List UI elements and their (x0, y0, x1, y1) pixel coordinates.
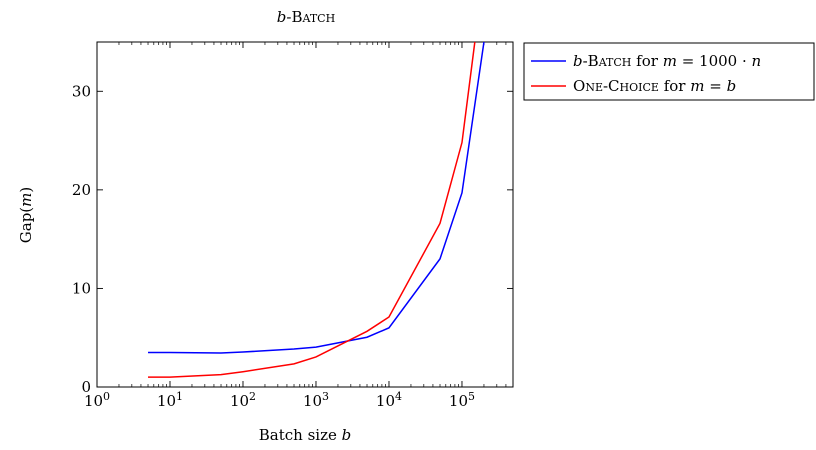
series-line-0 (148, 42, 485, 354)
y-ticks (97, 90, 513, 388)
y-axis-title: Gap(m) (17, 187, 35, 243)
x-axis-title-var: b (342, 426, 352, 444)
y-tick-label: 0 (81, 378, 91, 396)
chart-title-rest: -B (286, 8, 302, 26)
y-axis-title-var: m (17, 193, 35, 207)
x-tick-label: 103 (303, 390, 329, 410)
y-tick-label: 20 (72, 181, 91, 199)
series-line-1 (148, 42, 476, 378)
chart-title-smallcaps: ATCH (302, 12, 336, 25)
x-axis-title-text: Batch size (259, 426, 342, 444)
legend-box (523, 42, 815, 101)
x-tick-label: 105 (449, 390, 475, 410)
y-tick-labels: 0 10 20 30 (72, 82, 91, 396)
chart-title-italic: b (277, 8, 287, 26)
y-axis-title-close: ) (17, 187, 35, 193)
x-tick-label: 104 (376, 390, 402, 410)
legend: b-BATCH for m = 1000 · n ONE-CHOICE for … (523, 42, 815, 101)
chart-title: b-BATCH (277, 8, 335, 26)
legend-label-blue: b-BATCH for m = 1000 · n (573, 52, 761, 70)
series-group (148, 42, 485, 378)
x-tick-labels: 100 101 102 103 104 105 (84, 390, 475, 410)
y-tick-label: 30 (72, 82, 91, 100)
legend-label-red: ONE-CHOICE for m = b (573, 77, 736, 95)
x-tick-label: 102 (230, 390, 256, 410)
y-axis-title-text: Gap( (17, 207, 35, 243)
x-tick-label: 101 (157, 390, 183, 410)
x-minor-ticks (118, 42, 514, 387)
plot-area-frame (96, 41, 514, 388)
x-tick-label: 100 (84, 390, 110, 410)
y-tick-label: 10 (72, 279, 91, 297)
x-axis-title: Batch size b (259, 426, 351, 444)
x-major-ticks (96, 42, 463, 387)
